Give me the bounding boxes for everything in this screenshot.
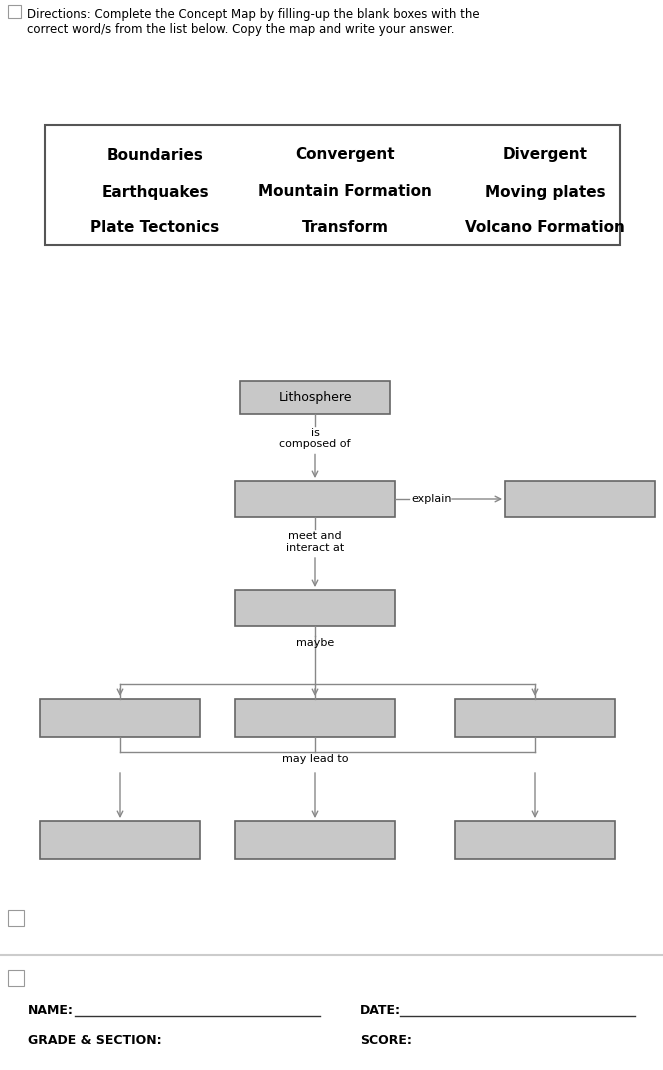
- Text: DATE:: DATE:: [360, 1004, 401, 1016]
- Text: Volcano Formation: Volcano Formation: [465, 219, 625, 234]
- Bar: [45, 125, 620, 245]
- Text: Directions: Complete the Concept Map by filling-up the blank boxes with the
corr: Directions: Complete the Concept Map by …: [27, 7, 479, 36]
- Text: Lithosphere: Lithosphere: [278, 391, 352, 403]
- Bar: [235, 699, 395, 737]
- Text: is
composed of: is composed of: [279, 428, 351, 449]
- Text: GRADE & SECTION:: GRADE & SECTION:: [28, 1034, 162, 1046]
- Bar: [40, 699, 200, 737]
- Bar: [455, 821, 615, 859]
- Text: Convergent: Convergent: [295, 148, 394, 163]
- Text: Moving plates: Moving plates: [485, 184, 605, 199]
- Text: Boundaries: Boundaries: [107, 148, 204, 163]
- Bar: [8, 970, 24, 985]
- Bar: [235, 482, 395, 517]
- Bar: [8, 910, 24, 926]
- Text: SCORE:: SCORE:: [360, 1034, 412, 1046]
- Text: meet and
interact at: meet and interact at: [286, 531, 344, 552]
- Text: Mountain Formation: Mountain Formation: [258, 184, 432, 199]
- Bar: [235, 821, 395, 859]
- Text: explain: explain: [411, 494, 452, 504]
- Bar: [455, 699, 615, 737]
- Bar: [8, 5, 21, 18]
- Text: NAME:: NAME:: [28, 1004, 74, 1016]
- Text: Divergent: Divergent: [503, 148, 587, 163]
- Bar: [235, 590, 395, 626]
- Text: Earthquakes: Earthquakes: [101, 184, 209, 199]
- Bar: [240, 381, 390, 413]
- Text: may lead to: may lead to: [282, 754, 348, 764]
- Text: maybe: maybe: [296, 638, 334, 648]
- Bar: [40, 821, 200, 859]
- Bar: [505, 482, 655, 517]
- Text: Plate Tectonics: Plate Tectonics: [90, 219, 219, 234]
- Text: Transform: Transform: [302, 219, 389, 234]
